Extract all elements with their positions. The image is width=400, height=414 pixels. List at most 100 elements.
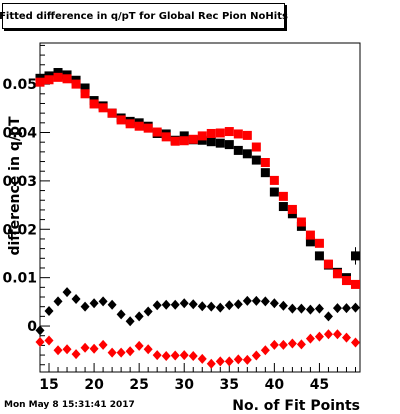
data-point bbox=[215, 138, 225, 148]
diamond-marker bbox=[80, 342, 90, 353]
square-marker bbox=[161, 132, 171, 142]
square-marker bbox=[233, 129, 243, 139]
y-tick-label: 0.03 bbox=[2, 174, 37, 190]
diamond-marker bbox=[98, 339, 108, 350]
data-point bbox=[269, 175, 279, 185]
diamond-marker bbox=[71, 293, 81, 304]
data-point bbox=[251, 142, 261, 152]
square-marker bbox=[98, 103, 108, 113]
diamond-marker bbox=[62, 287, 72, 298]
data-point bbox=[332, 303, 342, 314]
diamond-marker bbox=[161, 299, 171, 310]
data-point bbox=[170, 299, 180, 310]
diamond-marker bbox=[197, 301, 207, 312]
data-point bbox=[134, 311, 144, 322]
data-point bbox=[215, 356, 225, 367]
data-point bbox=[134, 121, 144, 131]
data-point bbox=[332, 269, 342, 279]
diamond-marker bbox=[314, 331, 324, 342]
data-point bbox=[314, 238, 324, 248]
diamond-marker bbox=[332, 329, 342, 340]
data-point bbox=[125, 316, 135, 327]
diamond-marker bbox=[134, 340, 144, 351]
square-marker bbox=[296, 217, 306, 227]
square-marker bbox=[242, 149, 252, 159]
data-point bbox=[62, 287, 72, 298]
data-point bbox=[116, 309, 126, 320]
data-point bbox=[260, 158, 270, 168]
data-point bbox=[62, 74, 72, 84]
data-point bbox=[125, 119, 135, 129]
diamond-marker bbox=[107, 347, 117, 358]
data-point bbox=[206, 128, 216, 138]
diamond-marker bbox=[134, 311, 144, 322]
series-0 bbox=[35, 68, 360, 283]
x-tick-label: 30 bbox=[174, 377, 194, 393]
square-marker bbox=[62, 74, 72, 84]
data-point bbox=[170, 136, 180, 146]
diamond-marker bbox=[242, 295, 252, 306]
data-point bbox=[323, 259, 333, 269]
data-point bbox=[143, 344, 153, 355]
data-point bbox=[152, 300, 162, 311]
data-point bbox=[170, 350, 180, 361]
series-1 bbox=[35, 72, 360, 289]
data-point bbox=[98, 103, 108, 113]
data-point bbox=[152, 127, 162, 137]
diamond-marker bbox=[44, 335, 54, 346]
square-marker bbox=[152, 127, 162, 137]
square-marker bbox=[80, 83, 90, 93]
diamond-marker bbox=[98, 296, 108, 307]
square-marker bbox=[71, 79, 81, 89]
square-marker bbox=[188, 134, 198, 144]
chart-title: Fitted difference in q/pT for Global Rec… bbox=[0, 3, 288, 29]
data-point bbox=[107, 299, 117, 310]
data-point bbox=[233, 354, 243, 365]
data-point bbox=[341, 332, 351, 343]
diamond-marker bbox=[53, 296, 63, 307]
data-point bbox=[62, 344, 72, 355]
square-marker bbox=[215, 128, 225, 138]
data-point bbox=[188, 134, 198, 144]
diamond-marker bbox=[62, 344, 72, 355]
square-marker bbox=[143, 123, 153, 133]
diamond-marker bbox=[341, 332, 351, 343]
diamond-marker bbox=[296, 303, 306, 314]
diamond-marker bbox=[215, 356, 225, 367]
data-point bbox=[314, 251, 324, 261]
square-marker bbox=[341, 276, 351, 286]
square-marker bbox=[215, 138, 225, 148]
square-marker bbox=[134, 121, 144, 131]
square-marker bbox=[89, 99, 99, 109]
square-marker bbox=[269, 175, 279, 185]
data-point bbox=[71, 79, 81, 89]
y-tick-label: 0.01 bbox=[2, 271, 37, 287]
data-point bbox=[296, 217, 306, 227]
data-point bbox=[188, 299, 198, 310]
square-marker bbox=[80, 89, 90, 99]
diamond-marker bbox=[296, 339, 306, 350]
diamond-marker bbox=[170, 350, 180, 361]
data-point bbox=[143, 123, 153, 133]
timestamp: Mon May 8 15:31:41 2017 bbox=[4, 400, 135, 410]
data-point bbox=[296, 339, 306, 350]
diamond-marker bbox=[35, 325, 45, 336]
x-tick-label: 40 bbox=[265, 377, 285, 393]
data-point bbox=[53, 72, 63, 82]
data-point bbox=[215, 302, 225, 313]
data-point bbox=[98, 339, 108, 350]
diamond-marker bbox=[206, 358, 216, 369]
diamond-marker bbox=[107, 299, 117, 310]
square-marker bbox=[350, 279, 360, 289]
diamond-marker bbox=[323, 311, 333, 322]
diamond-marker bbox=[116, 309, 126, 320]
diamond-marker bbox=[323, 329, 333, 340]
diamond-marker bbox=[305, 333, 315, 344]
diamond-marker bbox=[206, 301, 216, 312]
square-marker bbox=[197, 131, 207, 141]
data-point bbox=[278, 300, 288, 311]
square-marker bbox=[278, 191, 288, 201]
diamond-marker bbox=[341, 303, 351, 314]
diamond-marker bbox=[80, 301, 90, 312]
data-point bbox=[143, 306, 153, 317]
